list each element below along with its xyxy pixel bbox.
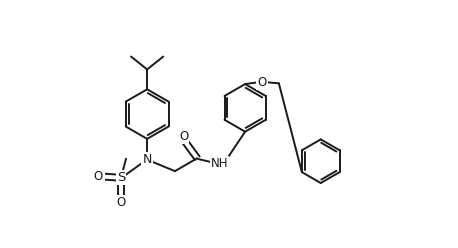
Text: O: O — [116, 196, 126, 209]
Text: N: N — [142, 153, 152, 166]
Text: O: O — [93, 170, 103, 183]
Text: O: O — [257, 76, 267, 89]
Text: NH: NH — [211, 157, 229, 170]
Text: O: O — [179, 130, 188, 143]
Text: S: S — [117, 171, 125, 184]
